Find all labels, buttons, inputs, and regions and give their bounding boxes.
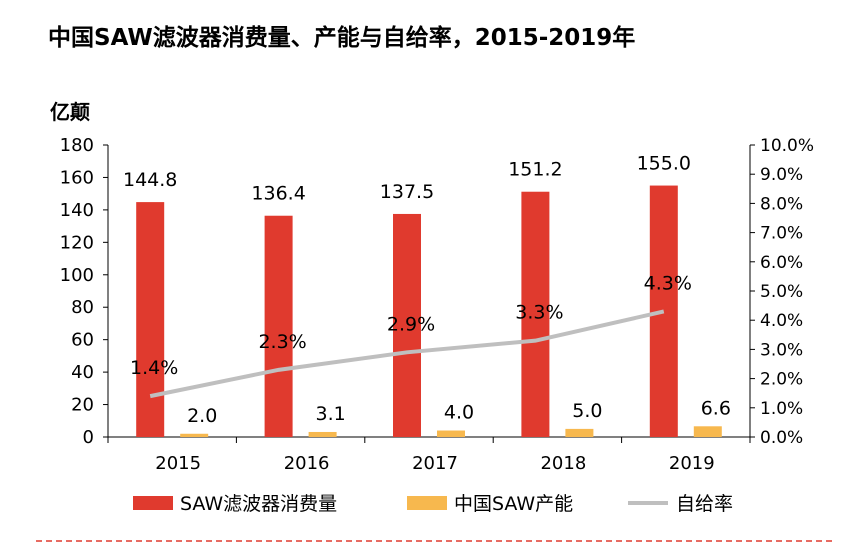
consumption-data-label: 136.4	[251, 183, 305, 205]
x-tick-label: 2018	[540, 453, 586, 474]
left-tick-label: 60	[71, 330, 94, 351]
x-tick-label: 2019	[669, 453, 715, 474]
y-axis-unit-label: 亿颠	[50, 100, 90, 124]
consumption-bar	[136, 202, 165, 437]
right-tick-label: 7.0%	[760, 224, 803, 244]
right-tick-label: 2.0%	[760, 370, 803, 390]
consumption-data-label: 144.8	[123, 169, 177, 191]
legend-capacity-swatch	[407, 496, 447, 510]
left-tick-label: 40	[71, 362, 94, 383]
capacity-data-label: 5.0	[572, 400, 602, 422]
capacity-bar	[437, 430, 465, 437]
consumption-data-label: 155.0	[637, 153, 691, 175]
capacity-bar	[693, 426, 722, 437]
legend-capacity-label: 中国SAW产能	[454, 493, 573, 515]
left-tick-label: 180	[60, 135, 94, 156]
x-tick-label: 2017	[412, 453, 458, 474]
capacity-data-label: 6.6	[701, 397, 731, 419]
self-sufficiency-data-label: 4.3%	[644, 272, 692, 294]
x-tick-label: 2016	[284, 453, 330, 474]
capacity-data-label: 3.1	[315, 403, 345, 425]
left-tick-label: 20	[71, 395, 94, 416]
self-sufficiency-line	[149, 309, 665, 399]
self-sufficiency-data-label: 2.3%	[258, 331, 306, 353]
x-tick-label: 2015	[155, 453, 201, 474]
capacity-bar	[565, 428, 594, 437]
self-sufficiency-data-label: 2.9%	[387, 313, 435, 335]
consumption-bar	[521, 191, 550, 437]
capacity-data-label: 4.0	[444, 402, 474, 424]
capacity-bar	[308, 431, 337, 437]
chart-title: 中国SAW滤波器消费量、产能与自给率，2015-2019年	[48, 25, 636, 51]
left-tick-label: 160	[60, 167, 94, 188]
legend-consumption-swatch	[133, 496, 173, 510]
right-tick-label: 0.0%	[760, 428, 803, 448]
right-tick-label: 10.0%	[760, 136, 814, 156]
self-sufficiency-data-label: 1.4%	[130, 357, 178, 379]
legend-consumption-label: SAW滤波器消费量	[180, 493, 337, 515]
left-tick-label: 80	[71, 297, 94, 318]
right-tick-label: 9.0%	[760, 165, 803, 185]
right-tick-label: 1.0%	[760, 399, 803, 419]
left-tick-label: 120	[60, 232, 94, 253]
consumption-data-label: 137.5	[380, 181, 434, 203]
consumption-bar	[649, 185, 678, 437]
right-tick-label: 6.0%	[760, 253, 803, 273]
consumption-bar	[264, 215, 293, 437]
right-tick-label: 5.0%	[760, 282, 803, 302]
left-tick-label: 100	[60, 265, 94, 286]
legend-rate-label: 自给率	[676, 493, 733, 515]
right-tick-label: 4.0%	[760, 311, 803, 331]
consumption-bar	[393, 213, 421, 437]
right-tick-label: 8.0%	[760, 194, 803, 214]
self-sufficiency-data-label: 3.3%	[515, 302, 563, 324]
left-tick-label: 140	[60, 200, 94, 221]
capacity-data-label: 2.0	[187, 405, 217, 427]
capacity-bar	[180, 433, 209, 437]
left-tick-label: 0	[83, 427, 94, 448]
consumption-data-label: 151.2	[508, 159, 562, 181]
right-tick-label: 3.0%	[760, 340, 803, 360]
